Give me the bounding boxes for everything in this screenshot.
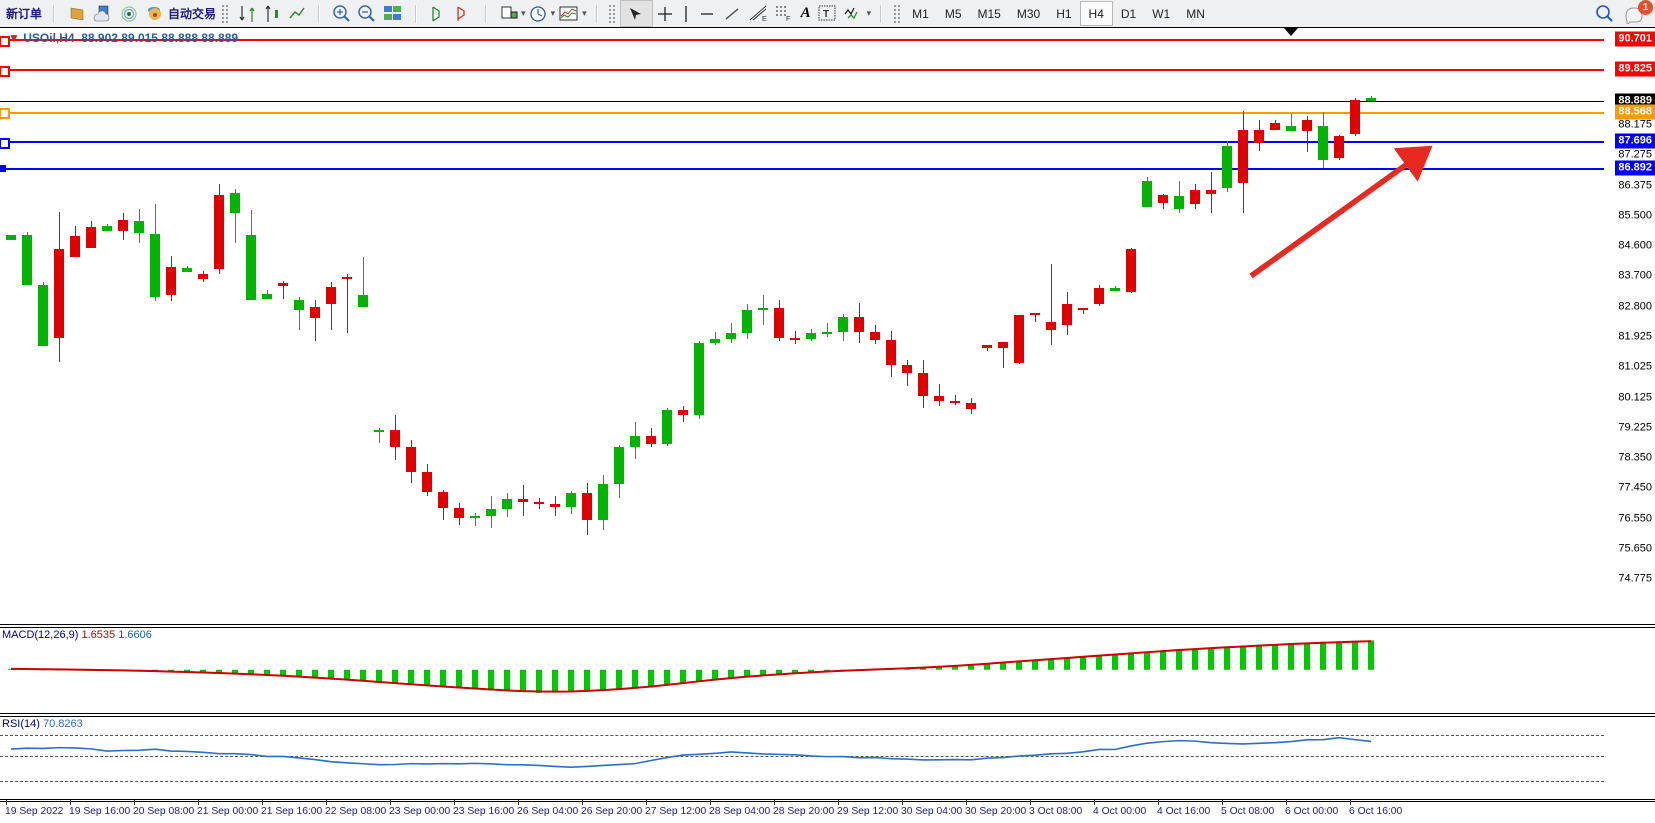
svg-text:T: T	[823, 9, 829, 20]
svg-text:E: E	[762, 16, 767, 23]
svg-text:F: F	[786, 16, 790, 23]
